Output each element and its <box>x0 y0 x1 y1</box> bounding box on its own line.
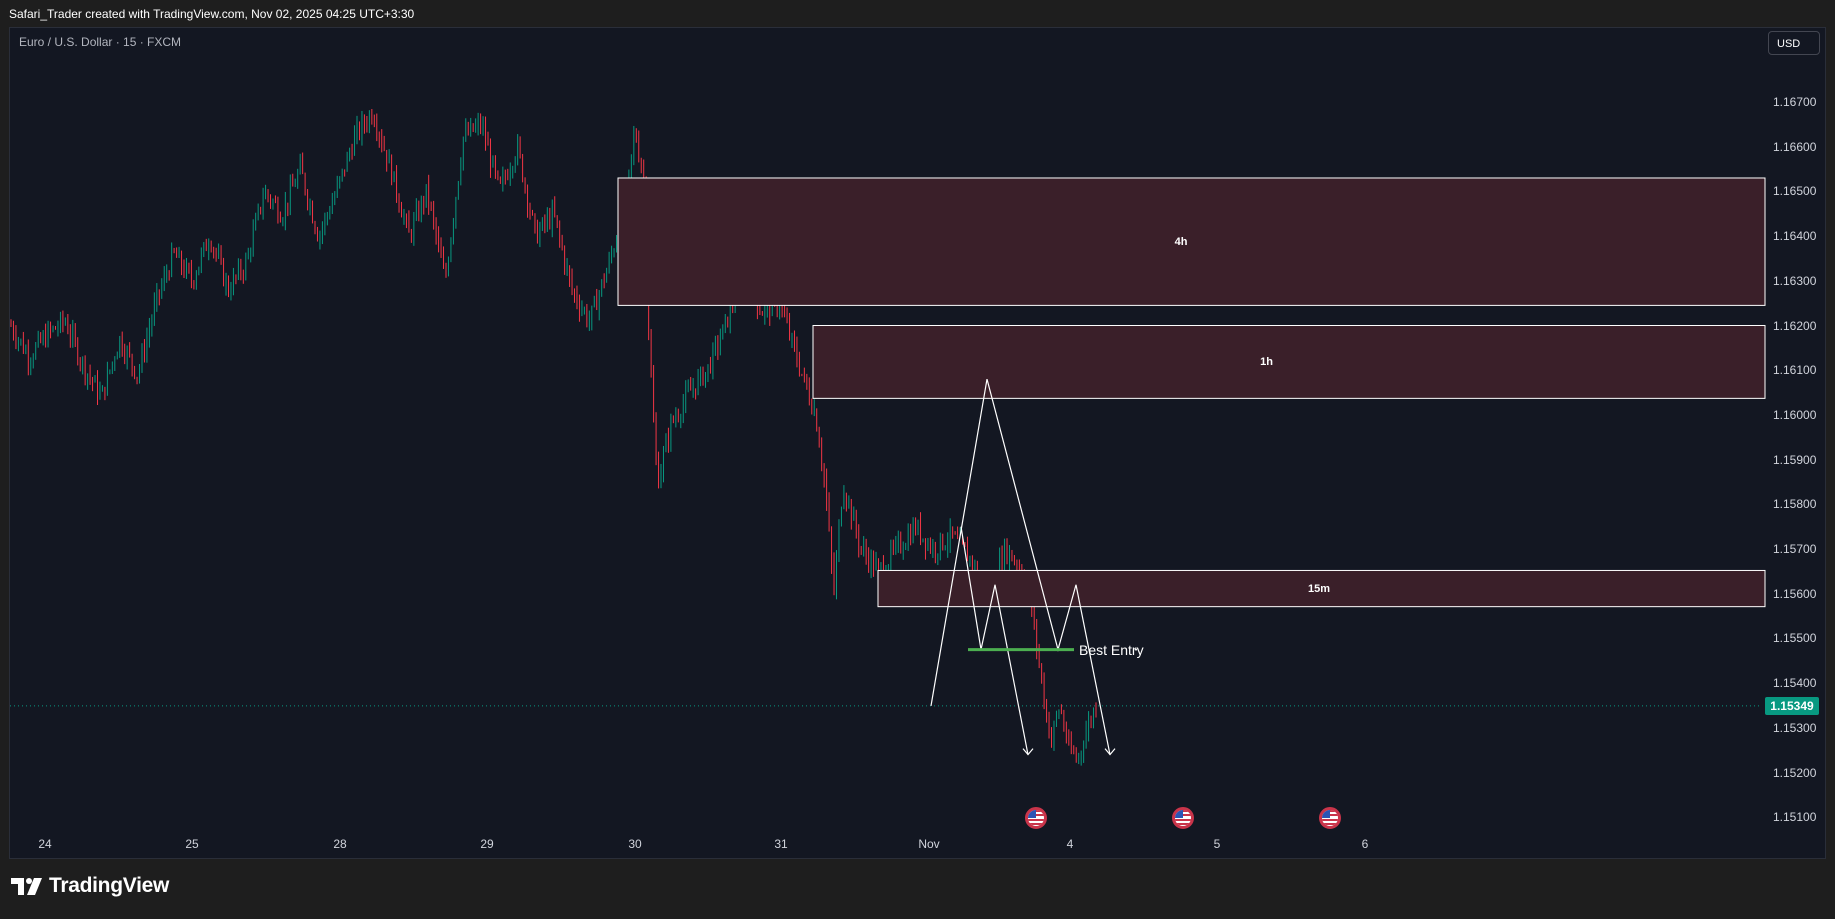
time-axis-tick[interactable]: 5 <box>1213 837 1221 851</box>
time-axis-tick[interactable]: 24 <box>38 837 52 851</box>
price-axis-tick[interactable]: 1.15700 <box>1773 542 1817 556</box>
us-flag-icon[interactable] <box>1172 807 1194 829</box>
zone-label-1h[interactable]: 1h <box>1260 355 1273 368</box>
tradingview-logo-icon <box>11 878 42 895</box>
price-axis-tick[interactable]: 1.15500 <box>1773 631 1817 646</box>
time-axis-tick[interactable]: 29 <box>480 837 494 851</box>
arrow-head-icon <box>1104 748 1116 756</box>
brand-name: TradingView <box>49 874 170 897</box>
price-chart[interactable] <box>10 28 1826 859</box>
price-axis-tick[interactable]: 1.15100 <box>1773 810 1817 825</box>
price-axis-tick[interactable]: 1.16600 <box>1773 139 1817 154</box>
price-axis-tick[interactable]: 1.15900 <box>1773 452 1817 467</box>
symbol-title[interactable]: Euro / U.S. Dollar · 15 · FXCM <box>19 35 182 49</box>
chart-area[interactable]: Euro / U.S. Dollar · 15 · FXCM USD 4h 1h 1… <box>9 27 1826 859</box>
time-axis-tick[interactable]: 31 <box>774 837 788 851</box>
time-axis-tick[interactable]: 4 <box>1066 837 1074 851</box>
time-axis-tick[interactable]: 30 <box>628 837 642 851</box>
zone-15m <box>877 569 1766 608</box>
zone-4h <box>617 177 1766 306</box>
zone-label-4h[interactable]: 4h <box>1174 235 1188 248</box>
price-axis-tick[interactable]: 1.15200 <box>1773 765 1817 780</box>
best-entry-dot <box>1135 648 1137 651</box>
time-axis-tick[interactable]: 28 <box>333 837 347 851</box>
projection-path-1 <box>930 378 1111 755</box>
projection-path-2 <box>960 526 1029 755</box>
price-axis-tick[interactable]: 1.15300 <box>1773 720 1817 735</box>
price-axis-tick[interactable]: 1.16400 <box>1773 229 1817 244</box>
arrow-head-icon <box>1022 748 1034 756</box>
time-axis-tick[interactable]: 6 <box>1361 837 1369 851</box>
us-flag-icon[interactable] <box>1319 807 1341 829</box>
time-axis-tick[interactable]: Nov <box>918 837 940 851</box>
price-axis-tick[interactable]: 1.15400 <box>1773 676 1817 691</box>
price-axis-tick[interactable]: 1.15800 <box>1773 497 1817 512</box>
price-axis-tick[interactable]: 1.16700 <box>1773 95 1817 109</box>
price-axis-tick[interactable]: 1.16000 <box>1773 407 1817 422</box>
price-axis-tick[interactable]: 1.16100 <box>1773 363 1817 378</box>
zone-label-15m[interactable]: 15m <box>1307 582 1331 595</box>
us-flag-icon[interactable] <box>1025 807 1047 829</box>
current-price-badge: 1.15349 <box>1765 696 1819 715</box>
price-axis-tick[interactable]: 1.15600 <box>1773 586 1817 601</box>
best-entry-label[interactable]: Best Entry <box>1079 641 1144 658</box>
price-axis-tick[interactable]: 1.16500 <box>1773 184 1817 199</box>
zone-1h <box>812 325 1766 399</box>
price-axis-tick[interactable]: 1.16300 <box>1773 273 1817 288</box>
chart-credit: Safari_Trader created with TradingView.c… <box>9 7 415 21</box>
price-axis-tick[interactable]: 1.16200 <box>1773 318 1817 333</box>
currency-button[interactable]: USD <box>1768 31 1820 55</box>
tradingview-brand[interactable]: TradingView <box>11 874 169 898</box>
time-axis-tick[interactable]: 25 <box>185 837 199 851</box>
